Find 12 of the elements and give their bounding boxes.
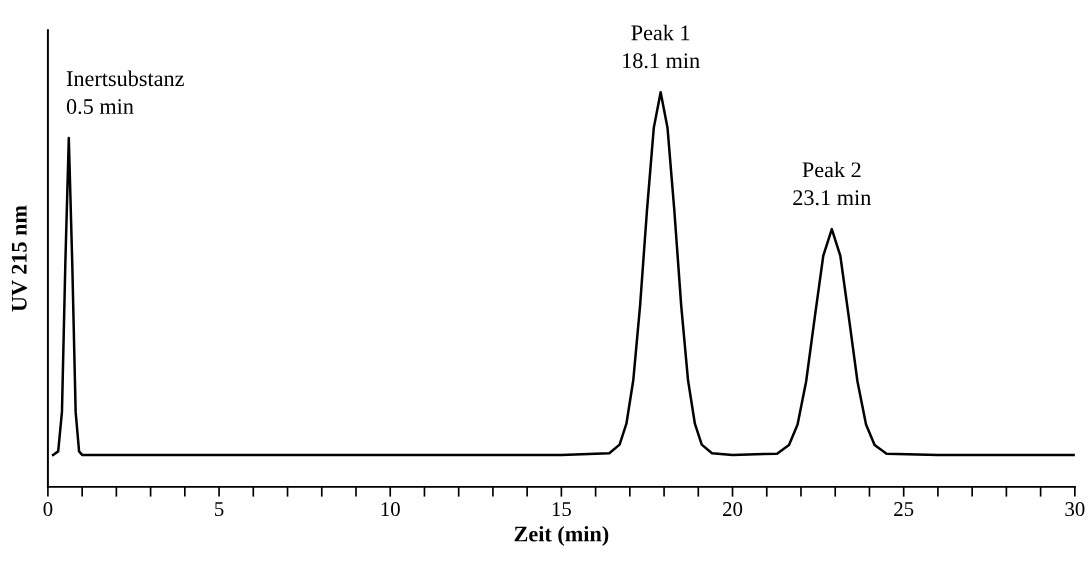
x-tick-label: 20	[723, 502, 743, 517]
x-tick-label: 0	[43, 502, 53, 517]
x-axis-title: Zeit (min)	[514, 525, 609, 547]
annotation: Inertsubstanz 0.5 min	[66, 70, 184, 115]
x-tick-label: 25	[894, 502, 914, 517]
y-axis-title: UV 215 nm	[11, 205, 27, 312]
x-tick-label: 10	[381, 502, 400, 517]
x-tick-label: 30	[1065, 502, 1085, 517]
annotation: Peak 2 23.1 min	[793, 161, 871, 206]
annotation: Peak 1 18.1 min	[623, 24, 700, 69]
x-tick-label: 5	[215, 502, 224, 517]
x-tick-label: 15	[552, 502, 571, 517]
